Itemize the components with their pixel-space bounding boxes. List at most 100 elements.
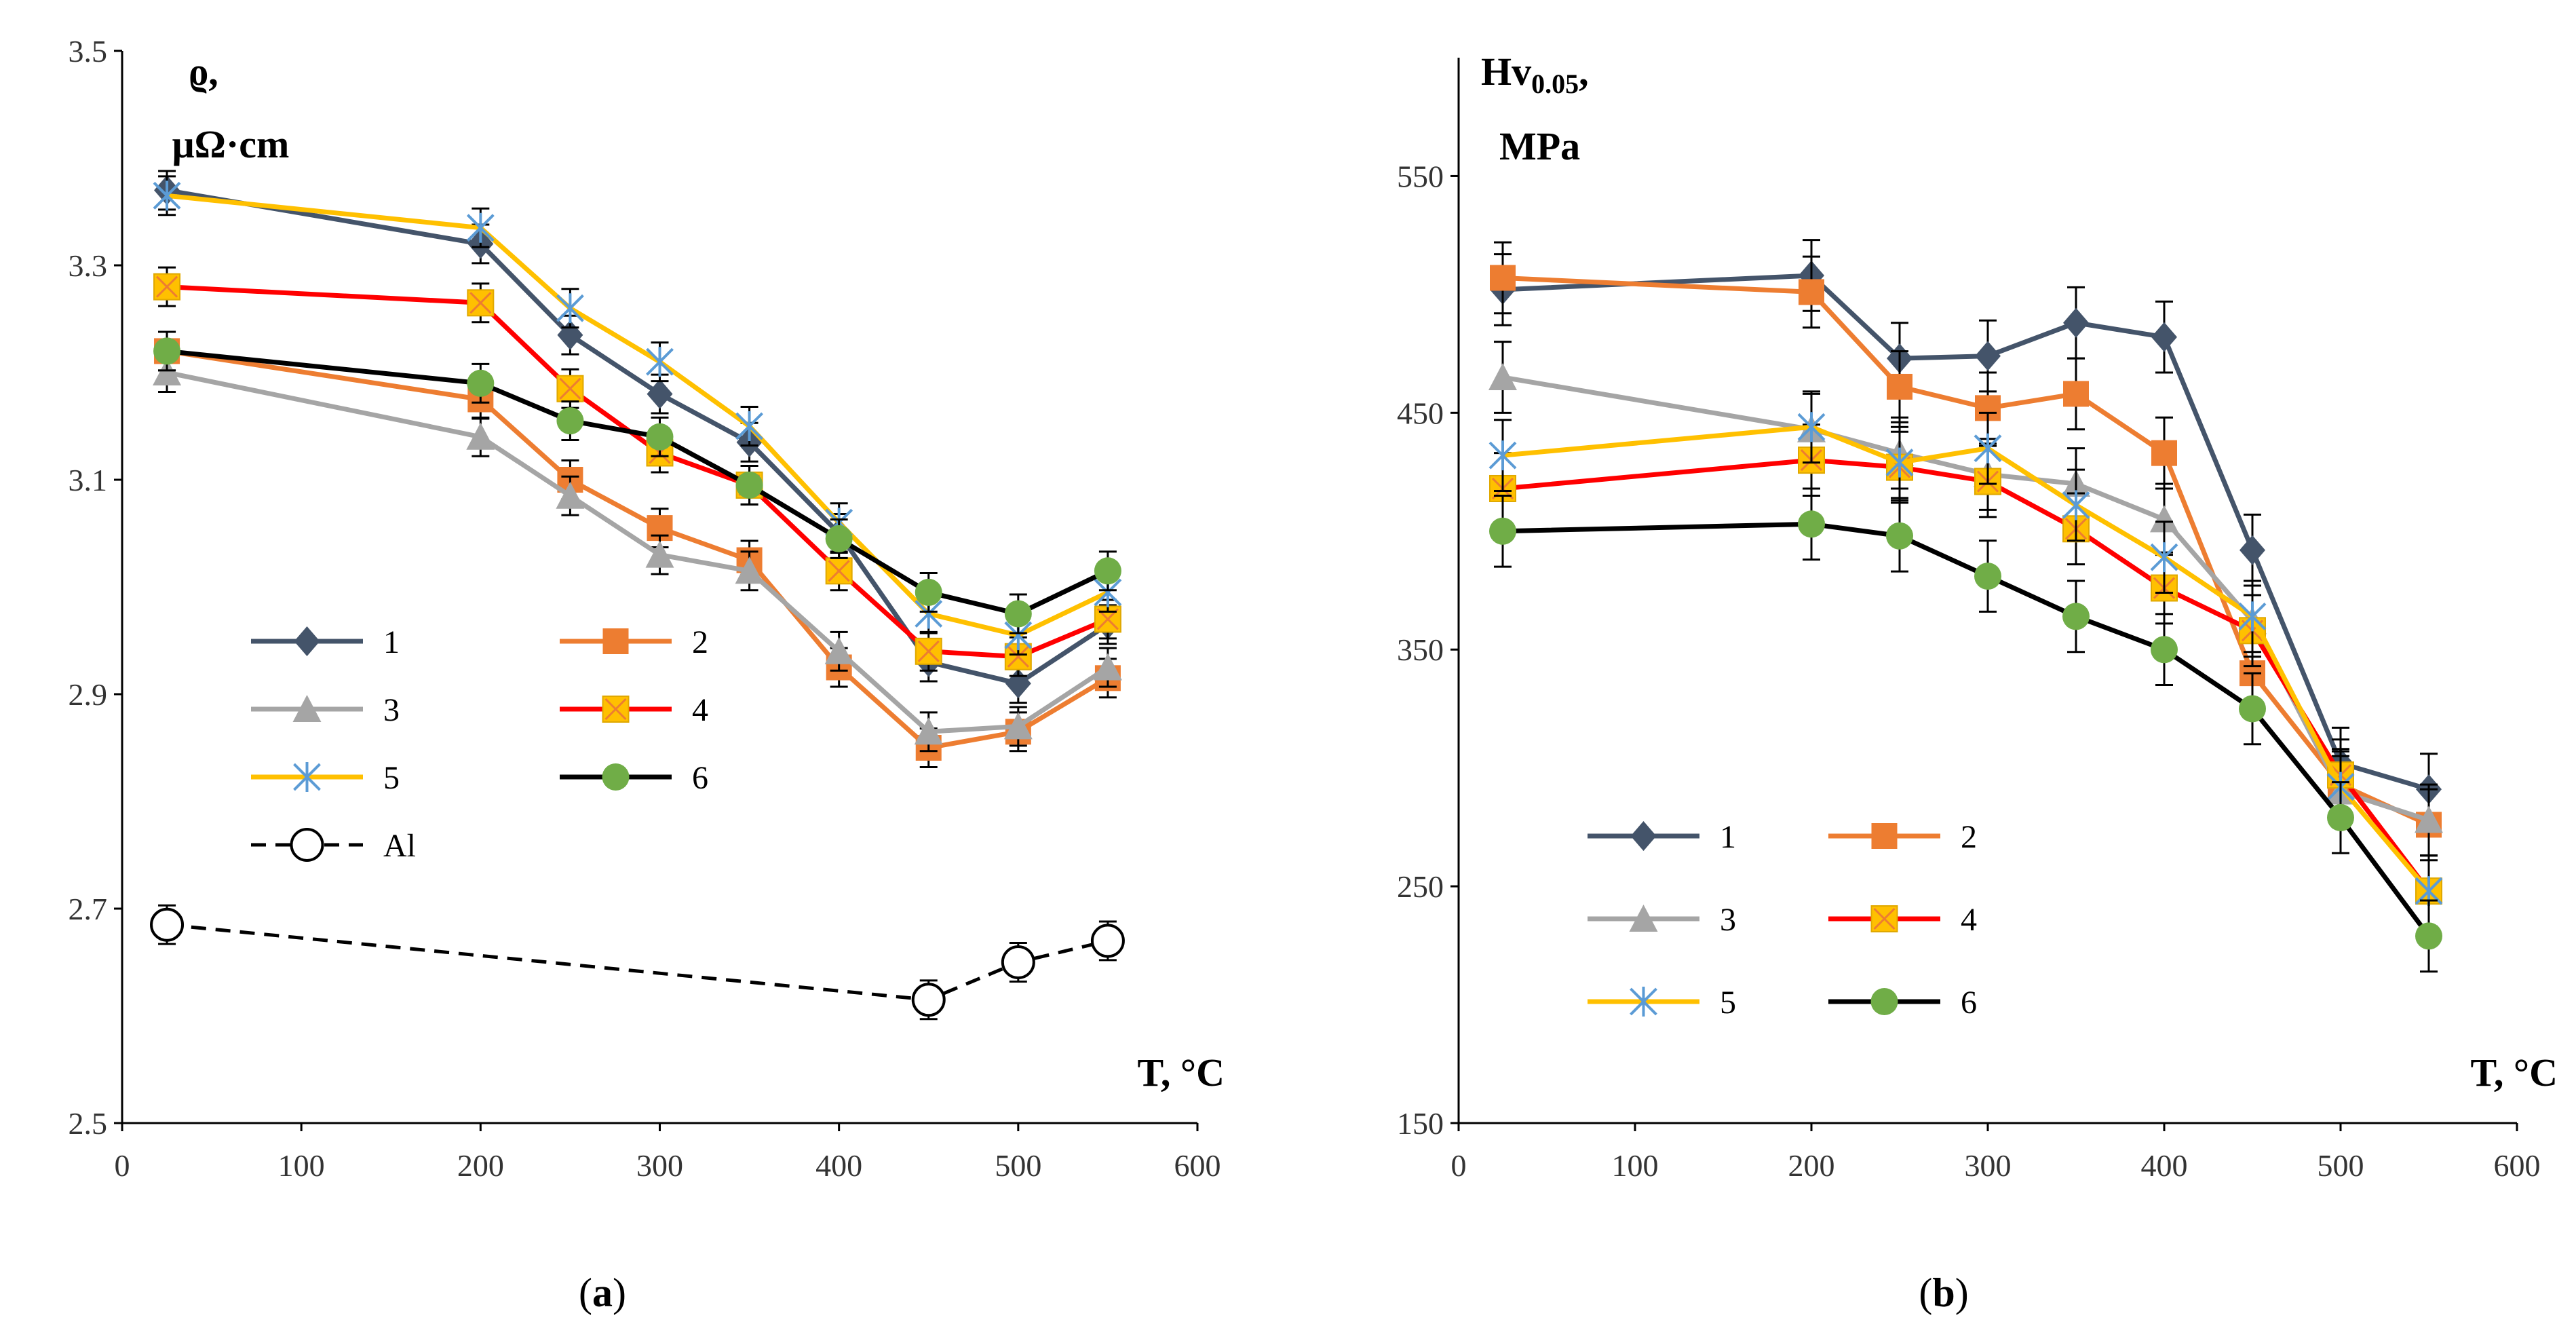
data-point: [1093, 653, 1122, 681]
x-tick-label: 300: [1965, 1148, 2012, 1183]
data-point: [2239, 695, 2266, 723]
data-point: [645, 540, 674, 568]
legend-label: 5: [383, 760, 400, 796]
legend-marker: [292, 695, 322, 722]
legend-entry-3: 3: [1588, 902, 1736, 938]
data-point: [2062, 490, 2090, 520]
data-point: [556, 375, 584, 402]
legend-label: 3: [1720, 902, 1736, 938]
x-tick-label: 200: [457, 1148, 504, 1183]
data-point: [467, 289, 495, 317]
legend-marker: [290, 828, 324, 862]
legend-label: Al: [383, 828, 416, 864]
panel-label-b: (b): [1919, 1270, 1968, 1315]
data-point: [914, 717, 943, 745]
series-6: [153, 330, 1121, 634]
x-tick-label: 500: [2318, 1148, 2364, 1183]
legend-marker: [1871, 823, 1898, 849]
data-point: [153, 337, 181, 365]
legend-entry-4: 4: [560, 692, 708, 728]
legend-entry-3: 3: [251, 692, 400, 728]
panel-b-hardness: 150 250 350 450 550 0 100 200 300 400 500 600 Hv0.…: [1397, 50, 2558, 1315]
legend-marker: [293, 762, 321, 792]
legend-marker: [1629, 905, 1658, 932]
x-tick-label: 100: [1612, 1148, 1659, 1183]
data-point: [911, 983, 946, 1017]
x-tick-label: 200: [1788, 1148, 1835, 1183]
series-Al: [150, 904, 1125, 1021]
y-tick-label: 2.7: [69, 892, 108, 926]
y-tick-label: 550: [1397, 159, 1444, 193]
data-point: [556, 407, 584, 435]
legend-label: 4: [692, 692, 708, 728]
legend-entry-Al: Al: [251, 828, 416, 864]
x-tick-label: 300: [636, 1148, 683, 1183]
x-tick-label: 600: [1174, 1148, 1221, 1183]
data-point: [735, 556, 764, 584]
y-tick-label: 3.5: [69, 34, 108, 69]
legend-label: 1: [383, 624, 400, 660]
legend-entry-6: 6: [1828, 985, 1977, 1021]
data-point: [556, 481, 585, 509]
data-point: [153, 358, 182, 385]
data-point: [1798, 510, 1825, 538]
legend-label: 6: [1961, 985, 1977, 1021]
data-point: [1488, 363, 1517, 390]
x-ticks: 0 100 200 300 400 500 600: [1451, 1123, 2541, 1183]
legend-label: 2: [692, 624, 708, 660]
data-point: [466, 422, 495, 450]
legend-label: 2: [1961, 819, 1977, 855]
data-point: [1974, 563, 2001, 590]
data-point: [825, 557, 853, 585]
data-point: [735, 471, 763, 499]
data-point: [646, 423, 674, 451]
legend-label: 4: [1961, 902, 1977, 938]
data-point: [2415, 922, 2442, 950]
y-tick-label: 450: [1397, 396, 1444, 430]
series-layer: [150, 170, 1125, 1021]
data-point: [1490, 265, 1516, 291]
legend-marker: [1630, 821, 1657, 851]
data-point: [1001, 945, 1035, 979]
y-tick-label: 250: [1397, 869, 1444, 904]
data-point: [2239, 535, 2265, 565]
series-5: [1488, 390, 2443, 928]
x-axis-label: T, °C: [2471, 1050, 2558, 1095]
data-point: [646, 347, 674, 377]
y-tick-label: 3.3: [69, 248, 108, 283]
data-point: [2327, 803, 2354, 831]
data-point: [1090, 924, 1125, 958]
data-point: [2150, 505, 2178, 533]
legend-label: 3: [383, 692, 400, 728]
data-point: [1489, 517, 1516, 545]
series-line-Al: [166, 923, 1109, 1002]
legend-marker: [1870, 988, 1898, 1015]
data-point: [153, 273, 181, 301]
y-tick-label: 150: [1397, 1106, 1444, 1141]
data-point: [1974, 433, 2002, 463]
data-point: [2062, 603, 2090, 630]
panel-a-resistivity: 2.5 2.7 2.9 3.1 3.3 3.5 0 100 200 300 400 500 600 ϱ…: [69, 34, 1225, 1315]
y-tick-label: 350: [1397, 632, 1444, 667]
legend-entry-5: 5: [251, 760, 400, 796]
data-point: [825, 525, 853, 552]
data-point: [915, 578, 942, 606]
data-point: [1004, 600, 1032, 628]
data-point: [467, 369, 495, 397]
data-point: [824, 637, 853, 664]
data-point: [1887, 373, 1912, 400]
data-point: [153, 181, 181, 211]
y-ticks: 2.5 2.7 2.9 3.1 3.3 3.5: [69, 34, 122, 1141]
data-point: [647, 379, 673, 409]
data-point: [1975, 341, 2001, 371]
data-point: [2151, 322, 2177, 352]
y-axis-label-line1: ϱ,: [189, 50, 218, 94]
legend-marker: [1630, 987, 1657, 1017]
x-tick-label: 400: [815, 1148, 862, 1183]
data-point: [2063, 307, 2089, 338]
panel-a-axes: 2.5 2.7 2.9 3.1 3.3 3.5 0 100 200 300 400 500 600: [69, 34, 1221, 1183]
legend-label: 5: [1720, 985, 1736, 1021]
x-ticks: 0 100 200 300 400 500 600: [115, 1123, 1221, 1183]
data-point: [2151, 636, 2178, 664]
